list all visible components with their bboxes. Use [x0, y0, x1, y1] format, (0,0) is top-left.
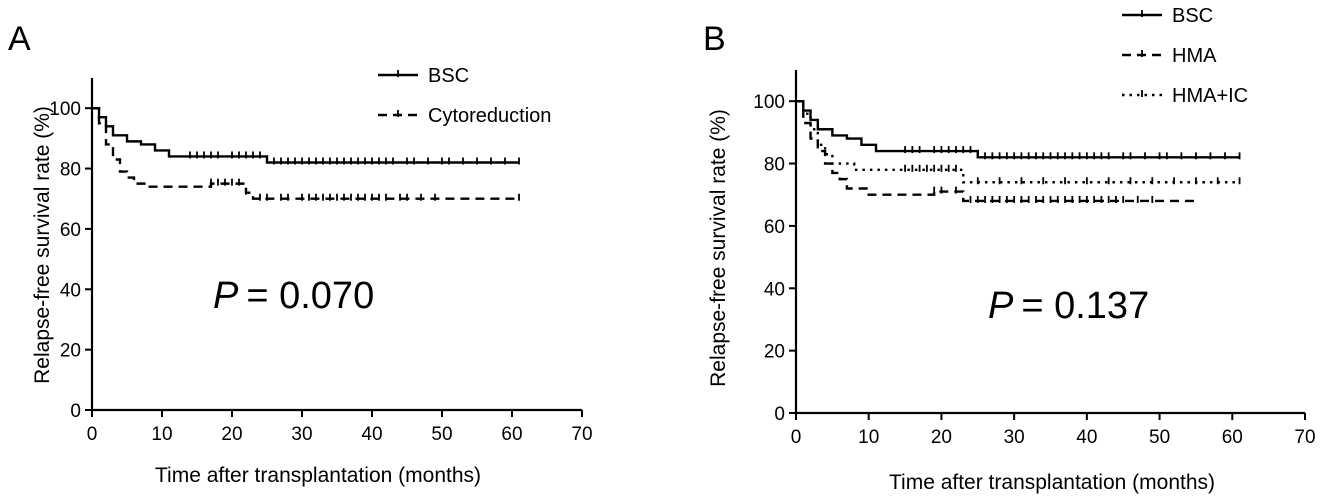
- panel-b-legend-hma-label: HMA: [1172, 45, 1217, 67]
- panel-a-x-tick-label: 60: [501, 424, 522, 445]
- panel-a-bsc-curve: [92, 106, 519, 164]
- panel-b-y-tick-label: 0: [774, 404, 785, 425]
- panel-b-y-tick-label: 80: [764, 155, 785, 176]
- panel-b-y-tick-label: 60: [764, 217, 785, 238]
- panel-b-legend-bsc-label: BSC: [1172, 5, 1213, 27]
- panel-b-x-tick-label: 30: [1004, 427, 1025, 448]
- panel-a-y-tick-label: 100: [49, 99, 81, 120]
- panel-a-y-tick-label: 60: [60, 220, 81, 241]
- panel-b-hma-ic-curve: [796, 99, 1240, 184]
- panel-b-y-axis-title: Relapse-free survival rate (%): [707, 109, 730, 387]
- panel-b-y-tick-label: 100: [753, 92, 785, 113]
- panel-a-x-tick-label: 0: [87, 424, 98, 445]
- panel-a-x-tick-label: 20: [221, 424, 242, 445]
- panel-b-hma-curve: [796, 99, 1196, 203]
- panel-b-x-tick-label: 0: [791, 427, 802, 448]
- panel-a-x-tick-label: 10: [151, 424, 172, 445]
- panel-b-x-tick-label: 40: [1076, 427, 1097, 448]
- panel-a-p-prefix: P: [213, 275, 239, 317]
- panel-a: A Relapse-free survival rate (%) Time af…: [8, 20, 593, 487]
- panel-a-y-tick-label: 80: [60, 160, 81, 181]
- panel-a-x-tick-label: 50: [431, 424, 452, 445]
- panel-a-legend-cytoreduction-label: Cytoreduction: [428, 105, 551, 127]
- panel-b-p-text: = 0.137: [1021, 285, 1149, 327]
- panel-a-p-text: = 0.070: [246, 275, 374, 317]
- panel-a-legend-bsc-label: BSC: [428, 65, 469, 87]
- panel-a-x-tick-label: 70: [571, 424, 592, 445]
- panel-b-x-tick-label: 60: [1222, 427, 1243, 448]
- panel-b-legend-hma-ic-label: HMA+IC: [1172, 85, 1248, 107]
- panel-b-x-axis-title: Time after transplantation (months): [889, 471, 1215, 494]
- panel-a-x-tick-label: 30: [291, 424, 312, 445]
- panel-b-x-tick-label: 70: [1294, 427, 1315, 448]
- panel-a-y-tick-label: 40: [60, 280, 81, 301]
- panel-b-p-prefix: P: [988, 285, 1014, 327]
- panel-b-letter: B: [703, 20, 726, 58]
- panel-b-p-value: P = 0.137: [988, 285, 1149, 327]
- panel-b-bsc-curve: [796, 99, 1240, 159]
- panel-a-y-axis-title: Relapse-free survival rate (%): [31, 106, 54, 384]
- panel-b-x-tick-label: 50: [1149, 427, 1170, 448]
- panel-a-y-tick-label: 20: [60, 341, 81, 362]
- panel-b-y-tick-label: 20: [764, 342, 785, 363]
- panel-b-y-tick-label: 40: [764, 279, 785, 300]
- panel-b-x-tick-label: 20: [931, 427, 952, 448]
- panel-b: B Relapse-free survival rate (%) Time af…: [703, 5, 1316, 494]
- panel-a-x-axis-title: Time after transplantation (months): [155, 464, 481, 487]
- panel-a-y-tick-label: 0: [70, 401, 81, 422]
- panel-b-x-tick-label: 10: [858, 427, 879, 448]
- panel-a-p-value: P = 0.070: [213, 275, 374, 317]
- panel-a-letter: A: [8, 20, 31, 58]
- panel-a-x-tick-label: 40: [361, 424, 382, 445]
